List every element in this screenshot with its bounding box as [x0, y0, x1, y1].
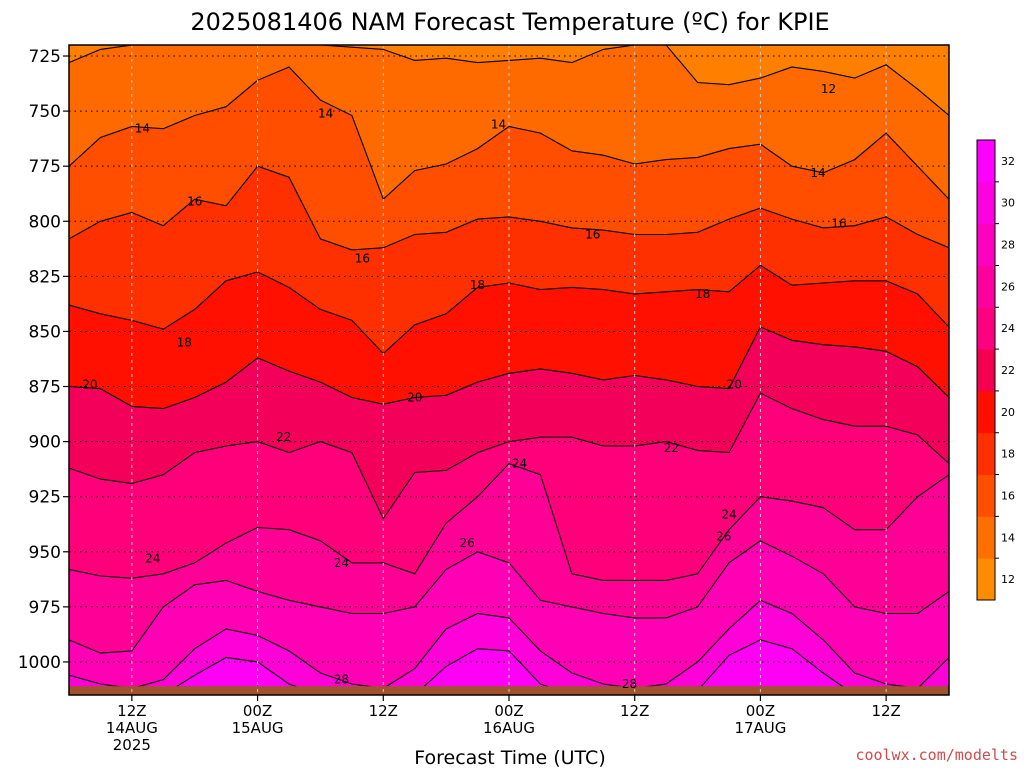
- contour-label: 16: [187, 194, 202, 208]
- x-tick-label: 12Z: [117, 702, 146, 720]
- y-tick-label: 900: [29, 433, 61, 453]
- contour-label: 14: [491, 117, 506, 131]
- credit-text: coolwx.com/modelts: [855, 746, 1018, 764]
- contour-label: 24: [512, 457, 527, 471]
- x-tick-label: 12Z: [871, 702, 900, 720]
- contour-line: [69, 540, 949, 654]
- temperature-band: [69, 639, 949, 695]
- colorbar-segment: [977, 181, 995, 225]
- contour-line: [69, 326, 949, 410]
- colorbar-label: 26: [1001, 280, 1015, 293]
- contour-label: 16: [585, 227, 600, 241]
- x-tick-label: 16AUG: [483, 719, 535, 737]
- y-tick-label: 775: [29, 157, 61, 177]
- contour-line: [69, 599, 949, 689]
- x-tick-label: 12Z: [369, 702, 398, 720]
- contour-label: 20: [727, 377, 742, 391]
- contour-line: [69, 66, 949, 201]
- contour-label: 14: [318, 106, 333, 120]
- y-tick-label: 875: [29, 378, 61, 398]
- x-tick-label: 17AUG: [734, 719, 786, 737]
- colorbar-segment: [977, 432, 995, 476]
- colorbar-label: 18: [1001, 448, 1015, 461]
- contour-label: 28: [622, 677, 637, 691]
- x-tick-label: 2025: [113, 736, 151, 754]
- contour-label: 24: [721, 507, 736, 521]
- colorbar-label: 30: [1001, 197, 1015, 210]
- colorbar-label: 20: [1001, 406, 1015, 419]
- colorbar-label: 28: [1001, 239, 1015, 252]
- colorbar-segment: [977, 307, 995, 350]
- contour-label: 16: [355, 252, 370, 266]
- colorbar: 12 14 16 18 20 22 24 26 28 30 32: [976, 139, 1015, 601]
- colorbar-label: 24: [1001, 322, 1015, 335]
- colorbar-segment: [977, 349, 995, 392]
- colorbar-segment: [977, 516, 995, 559]
- y-tick-label: 950: [29, 543, 61, 563]
- y-tick-label: 1000: [18, 653, 61, 673]
- contour-label: 26: [716, 529, 731, 543]
- contour-label: 18: [695, 287, 710, 301]
- y-tick-label: 975: [29, 598, 61, 618]
- contour-line: [69, 462, 949, 581]
- contour-label: 24: [145, 551, 160, 565]
- y-tick-label: 725: [29, 47, 61, 67]
- colorbar-segment: [977, 474, 995, 517]
- x-tick-label: 15AUG: [232, 719, 284, 737]
- contour-line: [69, 639, 949, 695]
- colorbar-label: 22: [1001, 364, 1015, 377]
- contour-label: 12: [821, 82, 836, 96]
- y-tick-label: 850: [29, 322, 61, 342]
- colorbar-segment: [977, 223, 995, 266]
- contour-label: 20: [82, 377, 97, 391]
- contour-label: 22: [276, 430, 291, 444]
- y-tick-label: 825: [29, 267, 61, 287]
- y-tick-label: 800: [29, 212, 61, 232]
- contour-line: [69, 165, 949, 251]
- x-tick-label: 00Z: [494, 702, 523, 720]
- x-axis-label: Forecast Time (UTC): [414, 747, 605, 768]
- contour-label: 14: [810, 166, 825, 180]
- contour-label: 14: [135, 122, 150, 136]
- colorbar-segment: [977, 140, 995, 183]
- colorbar-label: 16: [1001, 489, 1015, 502]
- contour-label: 22: [664, 441, 679, 455]
- x-tick-label: 00Z: [746, 702, 775, 720]
- plot-area: 12 14 14 14 14 16 16 16 16 18 18 18 20 20 20 22 22 24 24 24…: [69, 45, 949, 695]
- contour-label: 16: [831, 216, 846, 230]
- colorbar-label: 32: [1001, 155, 1015, 168]
- contour-label: 24: [334, 556, 349, 570]
- colorbar-segment: [977, 390, 995, 434]
- colorbar-label: 12: [1001, 573, 1015, 586]
- contour-label: 20: [407, 391, 422, 405]
- y-tick-label: 750: [29, 102, 61, 122]
- x-tick-label: 12Z: [620, 702, 649, 720]
- contour-label: 18: [470, 278, 485, 292]
- x-tick-label: 14AUG: [106, 719, 158, 737]
- contour-label: 28: [334, 673, 349, 687]
- colorbar-segment: [977, 558, 995, 601]
- x-tick-label: 00Z: [243, 702, 272, 720]
- contour-label: 26: [459, 536, 474, 550]
- colorbar-frame: [976, 139, 996, 601]
- chart-title: 2025081406 NAM Forecast Temperature (ºC)…: [190, 8, 829, 36]
- colorbar-label: 14: [1001, 531, 1015, 544]
- y-tick-label: 925: [29, 488, 61, 508]
- colorbar-segment: [977, 265, 995, 308]
- contour-label: 18: [177, 335, 192, 349]
